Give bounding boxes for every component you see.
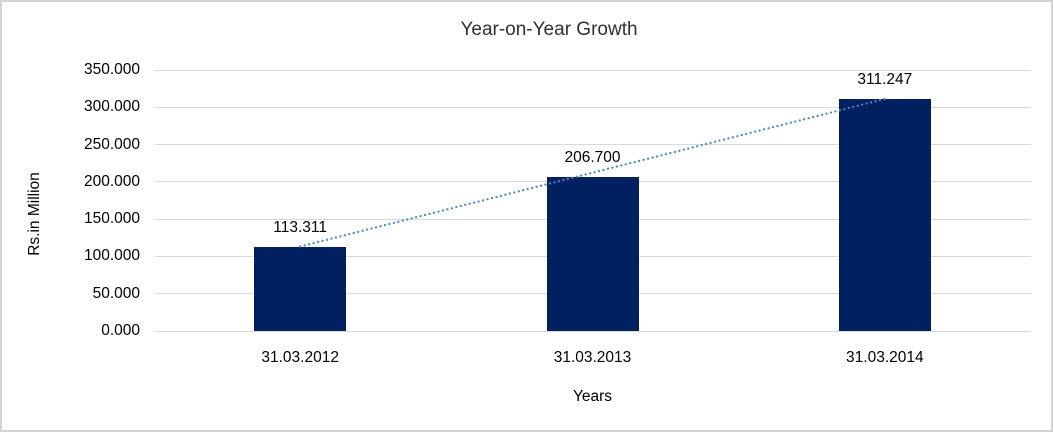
gridline xyxy=(154,330,1031,332)
bar-value-label: 206.700 xyxy=(564,148,621,166)
y-axis-tick-labels: 0.000 50.000 100.000 150.000 200.000 250.000 3… xyxy=(2,61,140,339)
x-tick-label: 31.03.2014 xyxy=(846,349,924,366)
bar xyxy=(254,246,347,331)
plot-area: Years 113.311 31.03.2012 206.700 31.03.2013… xyxy=(154,69,1031,405)
y-tick-label: 0.000 xyxy=(101,322,140,339)
y-tick-label: 350.000 xyxy=(83,61,140,78)
x-tick-label: 31.03.2013 xyxy=(553,349,632,366)
y-tick-label: 100.000 xyxy=(83,247,140,265)
bar-value-label: 113.311 xyxy=(273,218,328,236)
x-tick-label: 31.03.2012 xyxy=(261,349,339,366)
y-tick-label: 50.000 xyxy=(92,284,140,302)
bar-value-label: 311.247 xyxy=(857,70,913,88)
gridline xyxy=(154,69,1031,71)
bar xyxy=(838,98,931,331)
y-tick-label: 150.000 xyxy=(83,210,140,228)
chart-title: Year-on-Year Growth xyxy=(460,19,638,40)
bar xyxy=(546,176,639,331)
y-tick-label: 250.000 xyxy=(83,135,140,153)
x-axis-title: Years xyxy=(572,388,613,405)
y-tick-label: 300.000 xyxy=(83,98,140,116)
y-tick-label: 200.000 xyxy=(83,172,140,190)
